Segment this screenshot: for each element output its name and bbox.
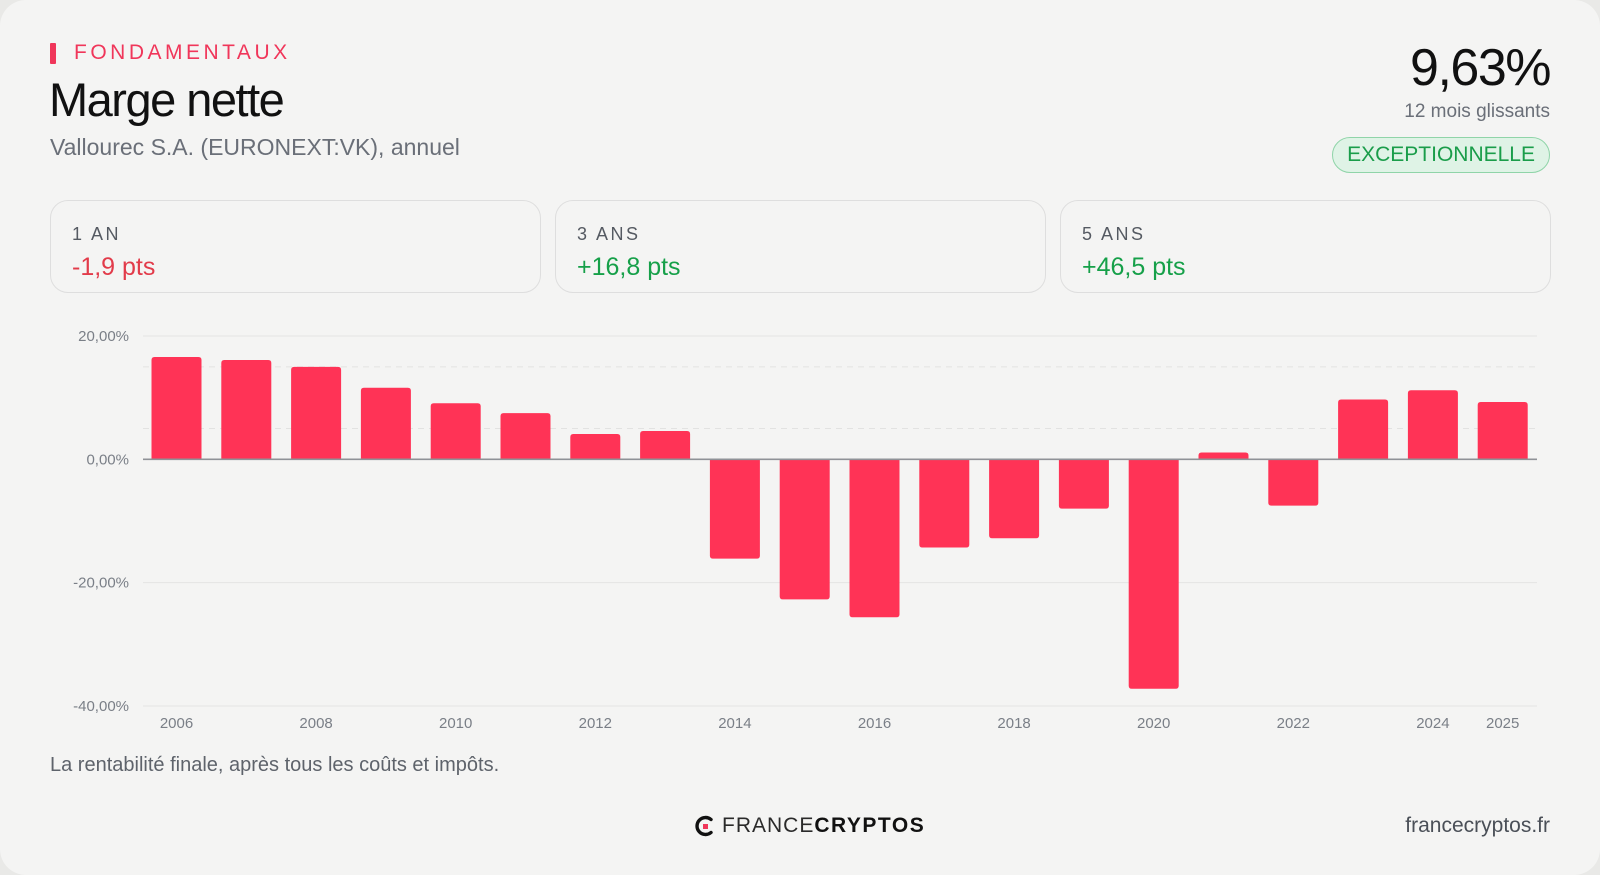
bar-2018 xyxy=(989,459,1040,539)
y-tick-label: 20,00% xyxy=(78,328,129,345)
bar-2014 xyxy=(709,459,760,559)
x-tick-label: 2016 xyxy=(858,715,891,732)
brand-mark-icon xyxy=(695,815,713,837)
bar-2010 xyxy=(430,403,481,460)
period-label: 5 ANS xyxy=(1082,224,1146,244)
x-tick-label: 2020 xyxy=(1137,715,1170,732)
bar-2013 xyxy=(640,430,691,460)
bar-2008 xyxy=(291,366,342,460)
bar-2006 xyxy=(151,356,202,460)
x-tick-label: 2014 xyxy=(718,715,751,732)
y-tick-label: -20,00% xyxy=(73,575,129,592)
x-tick-label: 2025 xyxy=(1486,715,1519,732)
y-tick-label: -40,00% xyxy=(73,698,129,715)
bar-2012 xyxy=(570,434,621,460)
section-eyebrow: FONDAMENTAUX xyxy=(50,41,291,65)
brand-name-bold: CRYPTOS xyxy=(814,814,926,837)
bar-2007 xyxy=(221,360,272,460)
x-tick-label: 2024 xyxy=(1416,715,1449,732)
rating-badge: EXCEPTIONNELLE xyxy=(1332,137,1550,173)
bar-2016 xyxy=(849,459,900,618)
net-margin-bar-chart: 20,00% 0,00% -20,00% -40,00% 2006 2008 2010 201… xyxy=(73,328,1537,732)
page-title: Marge nette xyxy=(49,73,285,126)
period-value: +46,5 pts xyxy=(1082,253,1186,281)
period-value: -1,9 pts xyxy=(72,253,156,281)
x-tick-label: 2018 xyxy=(997,715,1030,732)
period-card-3y: 3 ANS +16,8 pts xyxy=(555,200,1046,293)
brand-logo: FRANCE CRYPTOS xyxy=(694,814,925,838)
x-tick-label: 2022 xyxy=(1277,715,1310,732)
period-label: 1 AN xyxy=(72,224,122,244)
bar-2024 xyxy=(1407,390,1458,460)
bar-2021 xyxy=(1198,452,1249,460)
site-link[interactable]: francecryptos.fr xyxy=(1405,814,1550,837)
period-value: +16,8 pts xyxy=(577,253,681,281)
bar-2011 xyxy=(500,413,551,460)
bar-2009 xyxy=(360,387,411,460)
bar-2020 xyxy=(1128,459,1179,689)
brand-name-light: FRANCE xyxy=(722,814,815,837)
bar-2023 xyxy=(1338,399,1389,460)
chart-footnote: La rentabilité finale, après tous les co… xyxy=(50,754,500,776)
bar-2025 xyxy=(1477,401,1528,460)
page-subtitle: Vallourec S.A. (EURONEXT:VK), annuel xyxy=(50,134,460,160)
bar-2015 xyxy=(779,459,830,600)
eyebrow-label: FONDAMENTAUX xyxy=(74,41,291,64)
period-card-5y: 5 ANS +46,5 pts xyxy=(1060,200,1551,293)
kpi-caption: 12 mois glissants xyxy=(1404,101,1550,122)
bar-2017 xyxy=(919,459,970,548)
bar-2019 xyxy=(1058,459,1109,509)
period-label: 3 ANS xyxy=(577,224,641,244)
x-tick-label: 2006 xyxy=(160,715,193,732)
kpi-value: 9,63% xyxy=(1410,39,1551,97)
bar-2022 xyxy=(1268,459,1319,506)
x-tick-label: 2008 xyxy=(299,715,332,732)
x-tick-label: 2010 xyxy=(439,715,472,732)
eyebrow-accent-bar xyxy=(50,42,56,64)
period-card-1y: 1 AN -1,9 pts xyxy=(50,200,541,293)
y-tick-label: 0,00% xyxy=(86,451,129,468)
x-tick-label: 2012 xyxy=(579,715,612,732)
